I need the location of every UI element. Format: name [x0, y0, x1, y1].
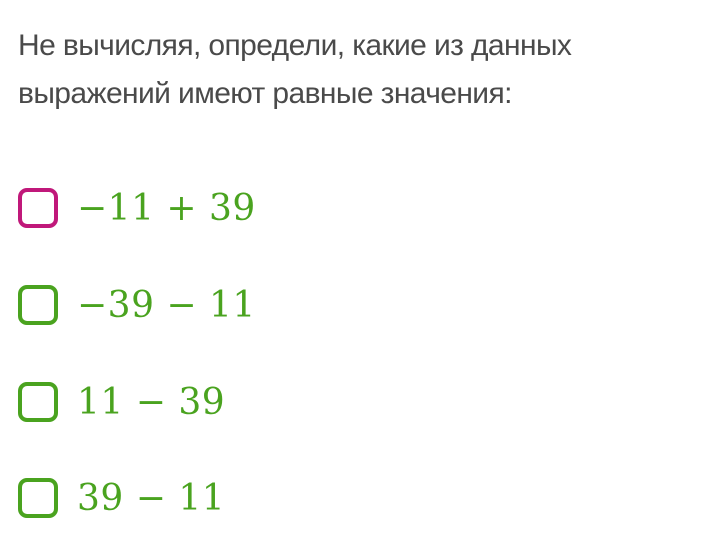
checkbox-icon[interactable]	[18, 285, 58, 325]
checkbox-icon[interactable]	[18, 188, 58, 228]
option-expression: 11 − 39	[77, 381, 226, 423]
option-expression: −39 − 11	[77, 284, 256, 326]
option-checkbox-3[interactable]: 11 − 39	[18, 380, 225, 424]
question-text: Не вычисляя, определи, какие из данных в…	[18, 29, 572, 110]
checkbox-icon[interactable]	[18, 382, 58, 422]
option-checkbox-1[interactable]: −11 + 39	[18, 186, 256, 230]
option-checkbox-2[interactable]: −39 − 11	[18, 283, 256, 327]
option-expression: 39 − 11	[77, 477, 226, 519]
option-checkbox-4[interactable]: 39 − 11	[18, 476, 225, 520]
option-expression: −11 + 39	[77, 187, 256, 229]
checkbox-icon[interactable]	[18, 478, 58, 518]
